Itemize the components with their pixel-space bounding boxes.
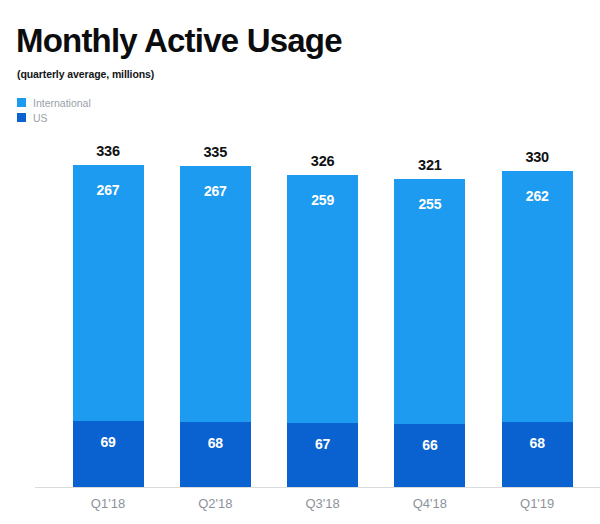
bar-total-label: 335 [180, 144, 251, 160]
x-axis-label: Q1'18 [55, 496, 162, 511]
bar-value-label-international: 255 [394, 196, 465, 212]
x-axis-label: Q4'18 [377, 496, 484, 511]
bar-segment-us: 66 [394, 424, 465, 487]
chart-plot: 336 267 69 Q1'18 335 267 68 Q2'18 326 259 67 Q3'18 3… [0, 0, 600, 524]
bar-column-q318: 32625967Q3'18 [287, 175, 358, 487]
bar-total-label: 321 [394, 157, 465, 173]
bar-value-label-international: 267 [180, 183, 251, 199]
bar-total-label: 330 [502, 149, 573, 165]
bar-segment-us: 67 [287, 423, 358, 487]
x-axis-line [35, 487, 600, 488]
bar-segment-international: 267 [180, 166, 251, 422]
bar-value-label-international: 262 [502, 188, 573, 204]
bar-value-label-us: 68 [180, 435, 251, 451]
bar-column-q118: 33626769Q1'18 [73, 165, 144, 487]
bar-total-label: 326 [287, 153, 358, 169]
bar-segment-international: 267 [73, 165, 144, 421]
bar-value-label-international: 259 [287, 192, 358, 208]
bar-value-label-international: 267 [73, 182, 144, 198]
bar-column-q119: 33026268Q1'19 [502, 171, 573, 487]
bar-column-q418: 32125566Q4'18 [394, 179, 465, 487]
bar-segment-us: 68 [180, 422, 251, 487]
bar-total-label: 336 [73, 143, 144, 159]
bar-segment-us: 68 [502, 422, 573, 487]
x-axis-label: Q2'18 [162, 496, 269, 511]
x-axis-label: Q3'18 [269, 496, 376, 511]
bar-value-label-us: 67 [287, 436, 358, 452]
bar-segment-international: 255 [394, 179, 465, 424]
bar-segment-international: 259 [287, 175, 358, 423]
bar-value-label-us: 66 [394, 437, 465, 453]
bar-segment-international: 262 [502, 171, 573, 422]
x-axis-label: Q1'19 [484, 496, 591, 511]
bar-column-q218: 33526768Q2'18 [180, 166, 251, 487]
bar-segment-us: 69 [73, 421, 144, 487]
bar-value-label-us: 68 [502, 435, 573, 451]
bar-value-label-us: 69 [73, 434, 144, 450]
chart-card: Monthly Active Usage (quarterly average,… [0, 0, 600, 524]
